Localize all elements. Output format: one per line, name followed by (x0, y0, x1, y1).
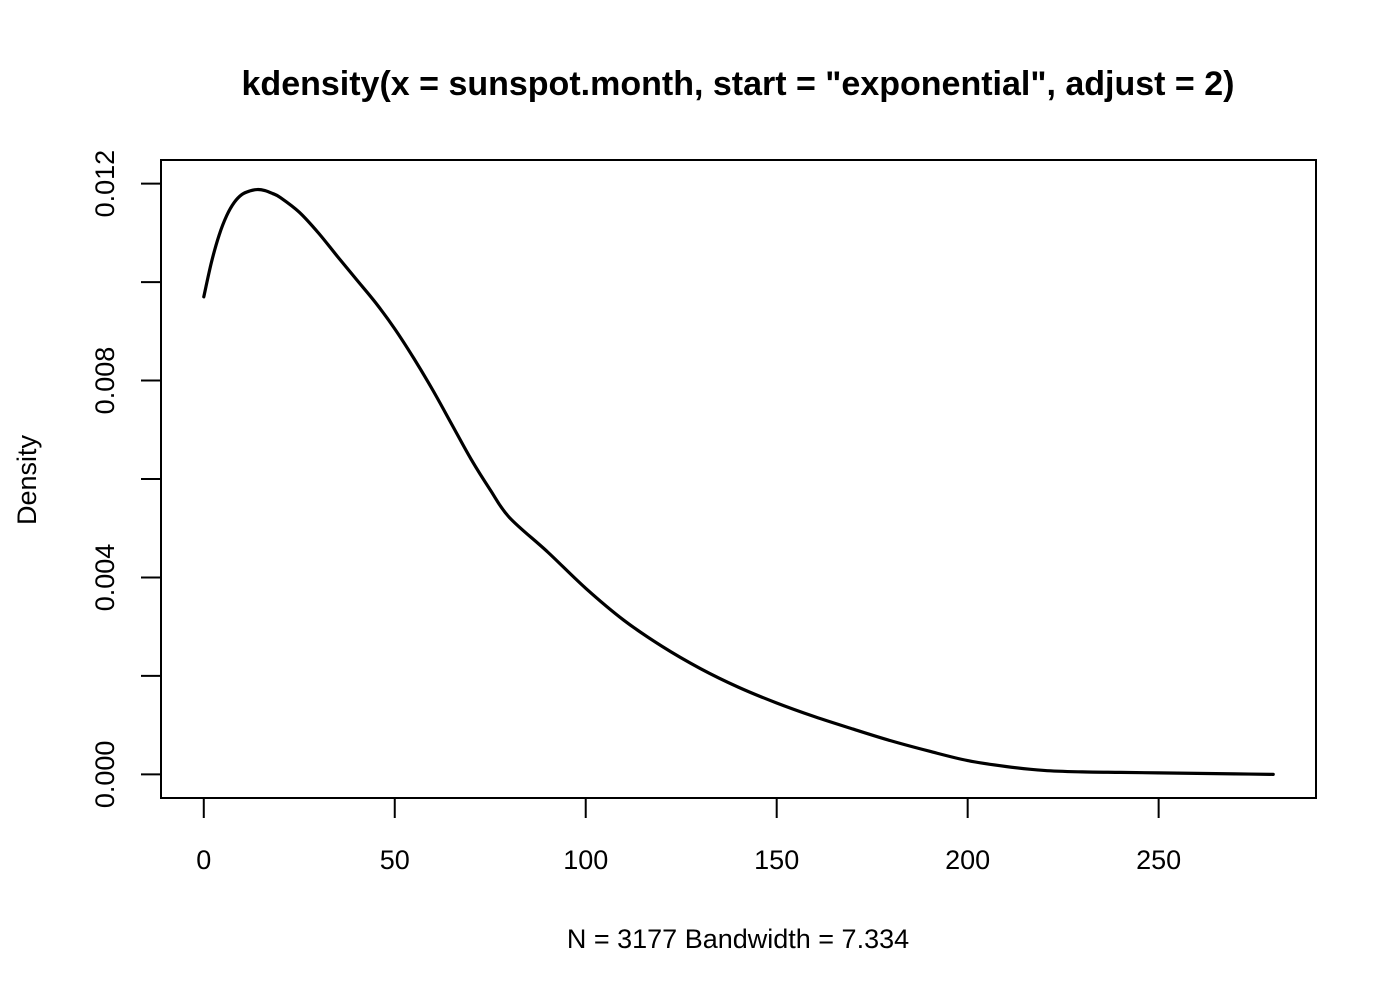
plot-frame (160, 159, 1317, 799)
x-tick-label: 50 (380, 845, 410, 875)
y-tick-label: 0.000 (90, 741, 120, 809)
x-axis-label: N = 3177 Bandwidth = 7.334 (567, 924, 909, 954)
x-tick-label: 200 (945, 845, 990, 875)
density-series-line (202, 187, 1275, 776)
chart-title: kdensity(x = sunspot.month, start = "exp… (242, 65, 1235, 103)
y-tick-label: 0.004 (90, 544, 120, 612)
x-tick-label: 150 (754, 845, 799, 875)
x-tick-label: 0 (196, 845, 211, 875)
y-tick-label: 0.008 (90, 347, 120, 415)
y-axis: 0.000 0.004 0.008 0.012 (90, 150, 162, 809)
y-tick-label: 0.012 (90, 150, 120, 218)
x-tick-label: 250 (1136, 845, 1181, 875)
x-tick-label: 100 (563, 845, 608, 875)
y-axis-label: Density (12, 434, 42, 525)
x-axis: 0 50 100 150 200 250 (196, 797, 1181, 875)
